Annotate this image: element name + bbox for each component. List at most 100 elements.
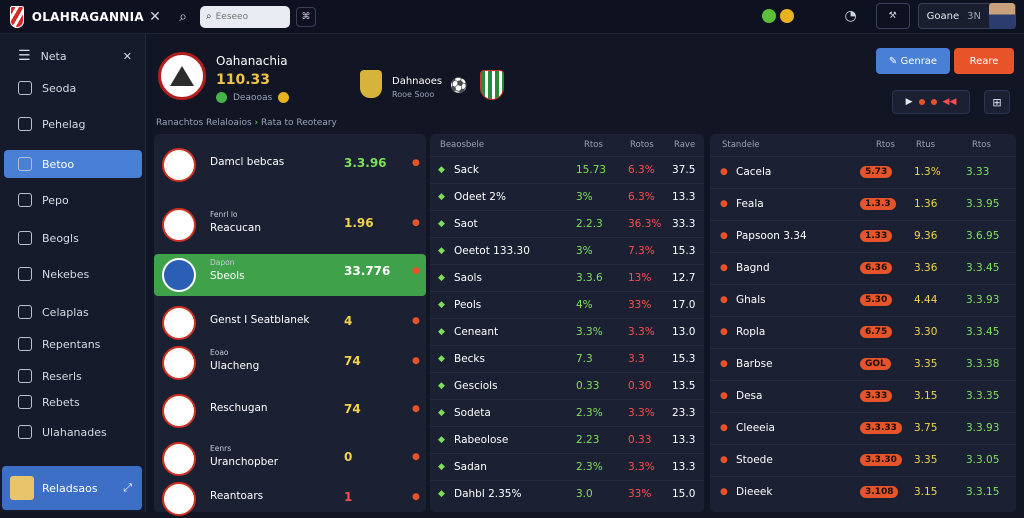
- rewind-icon[interactable]: ◀◀: [942, 97, 957, 107]
- sidebar-item-label: Reserls: [42, 369, 82, 383]
- sidebar-item[interactable]: Rebets: [4, 388, 142, 416]
- user-menu[interactable]: Goane 3N: [917, 3, 1016, 29]
- table-row[interactable]: ● Barbse GOL 3.35 3.3.38: [710, 348, 1016, 378]
- arrow-icon[interactable]: ●: [412, 404, 420, 414]
- row-value-c: 33.3: [672, 217, 696, 230]
- brand[interactable]: OLAHRAGANNIA: [10, 5, 144, 28]
- table-row[interactable]: ◆ Rabeolose 2.23 0.33 13.3: [430, 426, 704, 452]
- close-icon[interactable]: ✕: [149, 8, 161, 25]
- col-header[interactable]: Standele: [722, 140, 760, 150]
- list-item[interactable]: Reschugan 74 ●: [154, 392, 426, 430]
- play-icon[interactable]: ▶: [905, 97, 913, 107]
- list-item[interactable]: Reantoars 1 ●: [154, 480, 426, 518]
- arrow-icon[interactable]: ●: [412, 218, 420, 228]
- row-value-b: 6.3%: [628, 190, 655, 203]
- search-icon[interactable]: ⌕: [179, 8, 187, 25]
- row-value-c: 15.0: [672, 487, 696, 500]
- search-input[interactable]: [215, 11, 280, 22]
- opponent-title: Dahnaoes: [392, 76, 443, 87]
- team-logo[interactable]: [158, 52, 206, 100]
- row-name: Ropla: [736, 325, 766, 338]
- collapse-icon[interactable]: ✕: [122, 49, 132, 63]
- sidebar-item[interactable]: Pehelag: [4, 110, 142, 138]
- table-row[interactable]: ◆ Odeet 2% 3% 6.3% 13.3: [430, 183, 704, 209]
- sidebar-item[interactable]: Beogls: [4, 224, 142, 252]
- row-value-c: 3.3.15: [966, 485, 1000, 498]
- sidebar-item[interactable]: Reserls: [4, 362, 142, 390]
- shortcut-icon[interactable]: ⌘: [296, 6, 316, 27]
- table-row[interactable]: ● Ropla 6.75 3.30 3.3.45: [710, 316, 1016, 346]
- expand-icon[interactable]: ⤢: [123, 481, 132, 494]
- col-header[interactable]: Beaosbele: [440, 140, 485, 150]
- arrow-icon[interactable]: ●: [412, 158, 420, 168]
- table-row[interactable]: ◆ Sadan 2.3% 3.3% 13.3: [430, 453, 704, 479]
- row-name: Sack: [454, 163, 479, 176]
- table-row[interactable]: ◆ Peols 4% 33% 17.0: [430, 291, 704, 317]
- table-row[interactable]: ● Stoede 3.3.30 3.35 3.3.05: [710, 444, 1016, 474]
- secondary-button[interactable]: Reare: [954, 48, 1014, 74]
- list-item[interactable]: Fenrl lo Reacucan 1.96 ●: [154, 206, 426, 244]
- col-header[interactable]: Rtus: [916, 140, 936, 150]
- col-header[interactable]: Rave: [674, 140, 696, 150]
- arrow-icon[interactable]: ●: [412, 492, 420, 502]
- sidebar-item[interactable]: Nekebes: [4, 260, 142, 288]
- list-item[interactable]: Damcl bebcas 3.3.96 ●: [154, 146, 426, 184]
- col-header[interactable]: Rtos: [972, 140, 991, 150]
- coin-icon: [278, 92, 290, 103]
- sidebar-item[interactable]: Ulahanades: [4, 418, 142, 446]
- sidebar-header[interactable]: ☰ Neta ✕: [4, 42, 142, 70]
- table-row[interactable]: ● Ghals 5.30 4.44 3.3.93: [710, 284, 1016, 314]
- primary-button[interactable]: ✎ Genrae: [876, 48, 950, 74]
- tools-icon[interactable]: ⚒: [875, 3, 910, 29]
- share-icon[interactable]: ⊞: [984, 90, 1010, 114]
- table-row[interactable]: ◆ Gesciols 0.33 0.30 13.5: [430, 372, 704, 398]
- list-item[interactable]: Eenrs Uranchopber 0 ●: [154, 440, 426, 478]
- table-row[interactable]: ● Dieeek 3.108 3.15 3.3.15: [710, 476, 1016, 506]
- arrow-icon[interactable]: ●: [412, 356, 420, 366]
- row-value-b: 3.36: [914, 261, 938, 274]
- table-row[interactable]: ◆ Saot 2.2.3 36.3% 33.3: [430, 210, 704, 236]
- row-value-c: 3.3.95: [966, 197, 1000, 210]
- sidebar-item[interactable]: Celaplas: [4, 298, 142, 326]
- table-row[interactable]: ● Desa 3.33 3.15 3.3.35: [710, 380, 1016, 410]
- table-row[interactable]: ◆ Ceneant 3.3% 3.3% 13.0: [430, 318, 704, 344]
- breadcrumb-tail[interactable]: Rata to Reoteary: [261, 118, 337, 128]
- table-row[interactable]: ● Cleeeia 3.3.33 3.75 3.3.93: [710, 412, 1016, 442]
- media-controls[interactable]: ▶ ◀◀: [892, 90, 970, 114]
- table-row[interactable]: ● Papsoon 3.34 1.33 9.36 3.6.95: [710, 220, 1016, 250]
- col-header[interactable]: Rtos: [876, 140, 895, 150]
- breadcrumb[interactable]: Ranachtos Relaloaios: [156, 118, 252, 128]
- team-logo-icon: [162, 394, 196, 428]
- col-header[interactable]: Rotos: [630, 140, 654, 150]
- table-row[interactable]: ◆ Saols 3.3.6 13% 12.7: [430, 264, 704, 290]
- list-item[interactable]: Dapon Sbeols 33.776 ●: [154, 254, 426, 296]
- sidebar-item[interactable]: Seoda: [4, 74, 142, 102]
- nav-icon: [18, 81, 32, 95]
- notification-icon[interactable]: ◔: [844, 8, 857, 24]
- col-header[interactable]: Rtos: [584, 140, 603, 150]
- table-row[interactable]: ◆ Dahbl 2.35% 3.0 33% 15.0: [430, 480, 704, 506]
- arrow-icon[interactable]: ●: [412, 452, 420, 462]
- arrow-icon[interactable]: ●: [412, 316, 420, 326]
- sidebar-item[interactable]: Repentans: [4, 330, 142, 358]
- row-value-c: 13.3: [672, 190, 696, 203]
- table-row[interactable]: ◆ Becks 7.3 3.3 15.3: [430, 345, 704, 371]
- sidebar-item[interactable]: Pepo: [4, 186, 142, 214]
- sidebar-footer[interactable]: Reladsaos ⤢: [2, 466, 142, 510]
- list-item[interactable]: Genst I Seatblanek 4 ●: [154, 304, 426, 342]
- table-row[interactable]: ● Feala 1.3.3 1.36 3.3.95: [710, 188, 1016, 218]
- table-row[interactable]: ● Bagnd 6.36 3.36 3.3.45: [710, 252, 1016, 282]
- sidebar-item[interactable]: Betoo: [4, 150, 142, 178]
- table-row[interactable]: ◆ Oeetot 133.30 3% 7.3% 15.3: [430, 237, 704, 263]
- table-row[interactable]: ◆ Sack 15.73 6.3% 37.5: [430, 156, 704, 182]
- list-item[interactable]: Eoao Ulacheng 74 ●: [154, 344, 426, 382]
- team-logo-icon: [162, 208, 196, 242]
- search-box[interactable]: ⌕: [200, 5, 290, 28]
- row-value-b: 3.30: [914, 325, 938, 338]
- table-row[interactable]: ◆ Sodeta 2.3% 3.3% 23.3: [430, 399, 704, 425]
- row-value-a: GOL: [860, 357, 891, 370]
- nav-icon: [18, 337, 32, 351]
- table-row[interactable]: ● Cacela 5.73 1.3% 3.33: [710, 156, 1016, 186]
- sidebar-item-label: Repentans: [42, 337, 101, 351]
- arrow-icon[interactable]: ●: [412, 266, 420, 276]
